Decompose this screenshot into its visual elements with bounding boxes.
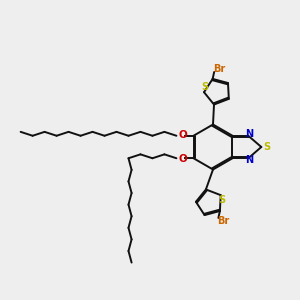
Text: Br: Br xyxy=(213,64,225,74)
Text: O: O xyxy=(178,130,187,140)
Text: S: S xyxy=(201,82,208,92)
Text: S: S xyxy=(263,142,270,152)
Text: O: O xyxy=(178,154,187,164)
Text: S: S xyxy=(218,195,225,205)
Text: N: N xyxy=(245,129,253,139)
Text: Br: Br xyxy=(218,216,230,226)
Text: N: N xyxy=(245,155,253,165)
